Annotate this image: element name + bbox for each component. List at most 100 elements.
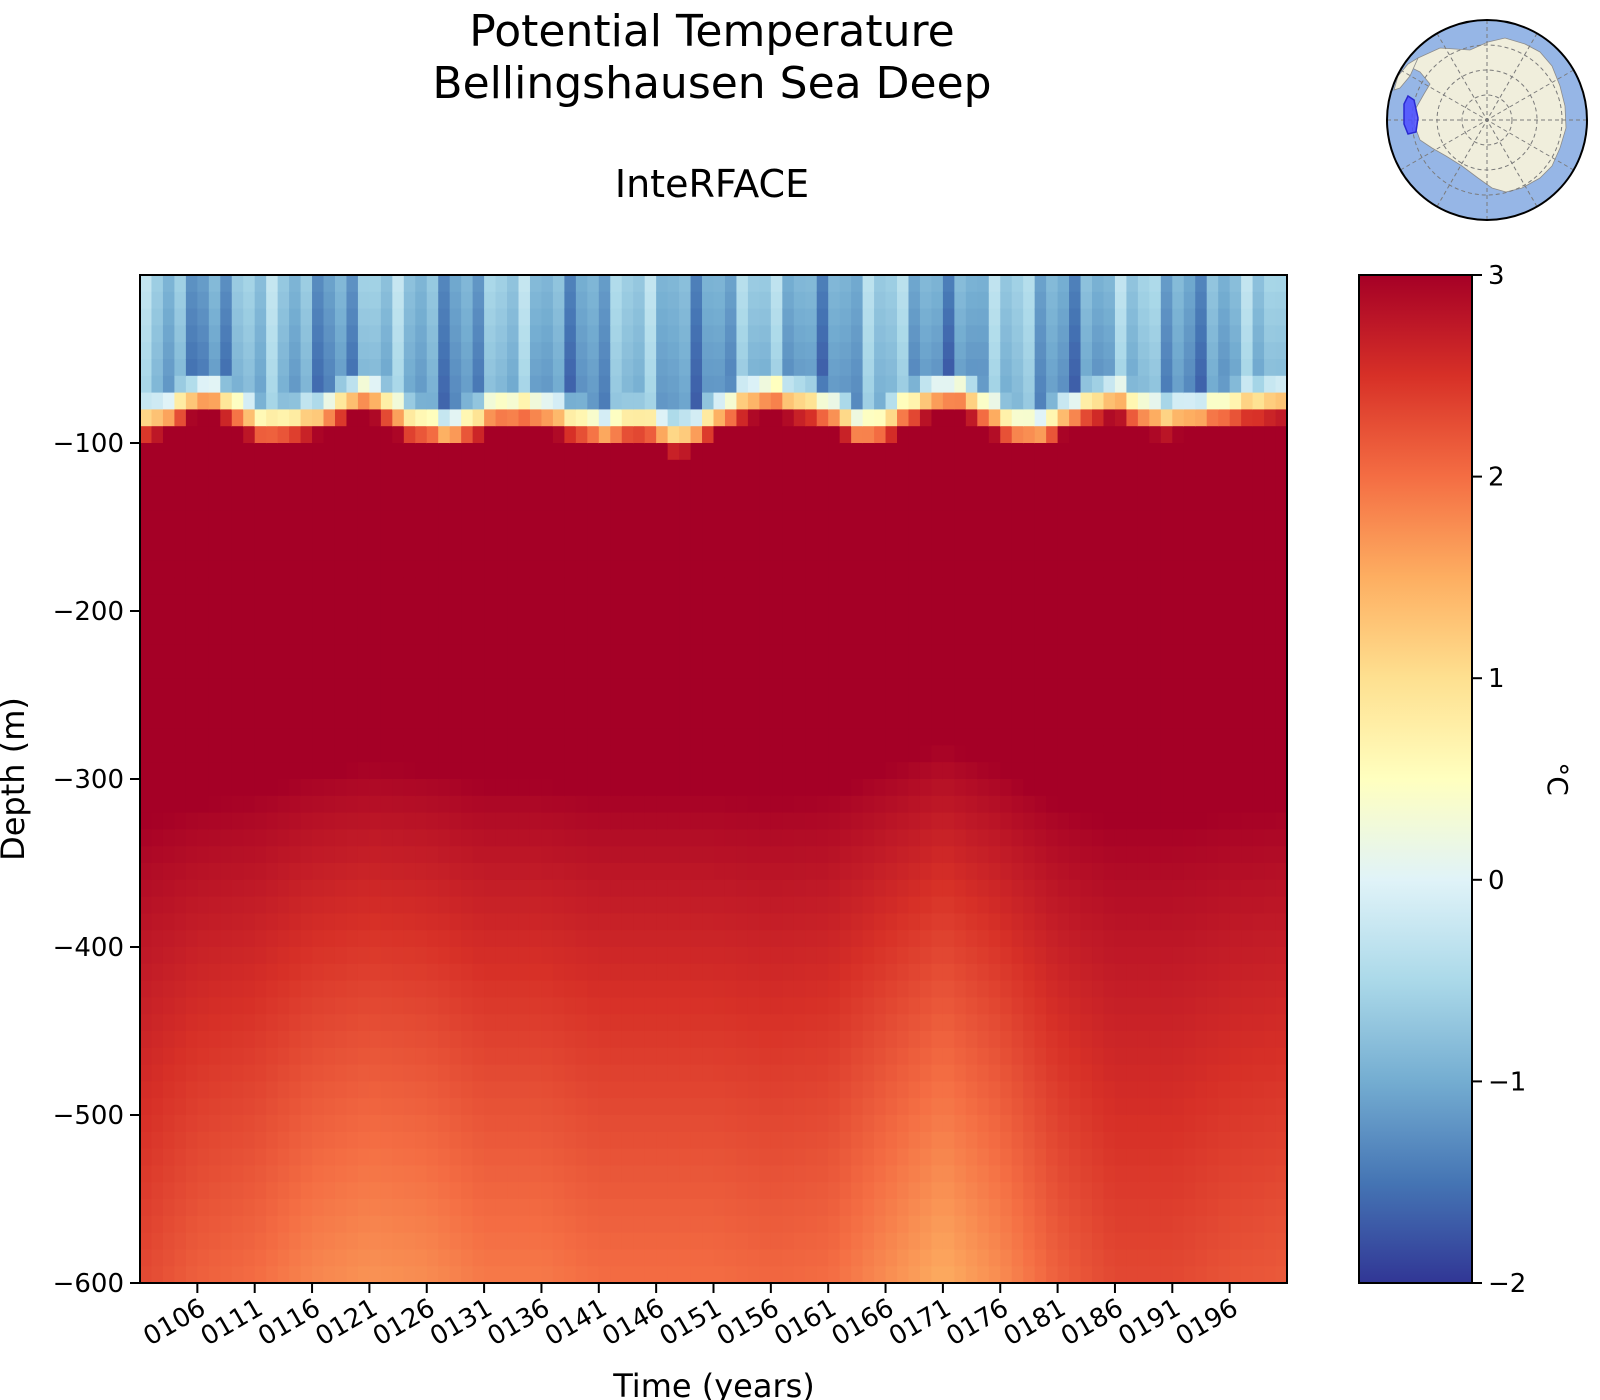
heatmap-cell [277,325,290,343]
heatmap-cell [449,1266,462,1283]
heatmap-cell [380,409,394,427]
heatmap-cell [759,611,772,629]
heatmap-cell [300,1266,313,1283]
heatmap-cell [254,543,267,562]
heatmap-cell [403,275,417,293]
heatmap-cell [954,1199,967,1217]
heatmap-cell [965,1165,979,1183]
heatmap-cell [174,678,187,696]
heatmap-cell [610,1115,623,1133]
heatmap-cell [782,829,795,847]
heatmap-cell [369,459,382,478]
heatmap-cell [1011,594,1024,612]
heatmap-cell [323,913,336,931]
heatmap-cell [885,1098,898,1116]
heatmap-cell [266,627,279,646]
heatmap-cell [885,543,898,562]
heatmap-cell [415,661,428,679]
heatmap-cell [289,846,302,864]
heatmap-cell [564,762,577,780]
heatmap-cell [988,779,1002,797]
heatmap-cell [1034,1148,1047,1167]
heatmap-cell [793,795,807,814]
heatmap-cell [312,342,325,360]
heatmap-cell [885,1165,898,1183]
heatmap-cell [736,1131,749,1150]
heatmap-cell [277,459,290,478]
heatmap-cell [392,1148,405,1167]
heatmap-cell [897,275,910,293]
heatmap-cell [403,1131,417,1150]
heatmap-cell [1069,661,1082,679]
heatmap-cell [449,930,462,948]
heatmap-cell [828,1098,841,1116]
heatmap-cell [392,829,405,847]
heatmap-cell [988,476,1002,495]
heatmap-cell [1034,1215,1047,1234]
heatmap-cell [518,980,531,999]
heatmap-cell [174,275,187,293]
heatmap-cell [621,611,635,629]
heatmap-cell [415,863,428,881]
heatmap-cell [702,409,715,427]
heatmap-cell [931,963,944,982]
heatmap-cell [507,560,520,579]
heatmap-cell [243,879,256,898]
heatmap-cell [1046,308,1059,327]
heatmap-cell [289,779,302,797]
heatmap-cell [874,678,887,696]
heatmap-cell [690,275,703,293]
heatmap-cell [954,879,967,898]
heatmap-cell [1080,527,1093,545]
heatmap-cell [449,1199,462,1217]
heatmap-cell [484,443,497,461]
heatmap-cell [495,963,508,982]
heatmap-cell [162,829,176,847]
heatmap-cell [874,947,887,965]
heatmap-cell [816,980,829,999]
heatmap-cell [805,913,818,931]
heatmap-cell [1080,577,1093,595]
heatmap-cell [862,291,875,310]
heatmap-cell [1057,560,1070,579]
heatmap-cell [552,493,566,511]
heatmap-cell [266,1014,279,1032]
heatmap-cell [862,795,875,814]
heatmap-cell [438,1165,451,1183]
heatmap-cell [908,409,921,427]
heatmap-cell [312,476,325,495]
heatmap-cell [323,1098,336,1116]
heatmap-cell [495,829,508,847]
heatmap-cell [702,308,715,327]
heatmap-cell [369,493,382,511]
heatmap-cell [185,1165,199,1183]
heatmap-cell [575,1266,589,1283]
heatmap-cell [231,1047,245,1066]
heatmap-cell [289,1014,302,1032]
heatmap-cell [621,426,635,444]
heatmap-cell [403,627,417,646]
heatmap-cell [254,879,267,898]
heatmap-cell [507,1182,520,1200]
heatmap-cell [931,1115,944,1133]
heatmap-cell [587,409,600,427]
heatmap-cell [289,1115,302,1133]
heatmap-cell [185,291,199,310]
heatmap-cell [1023,728,1036,747]
heatmap-cell [461,930,474,948]
heatmap-cell [816,930,829,948]
heatmap-cell [816,291,829,310]
heatmap-cell [334,291,348,310]
heatmap-cell [472,812,485,831]
heatmap-cell [220,308,233,327]
heatmap-cell [277,1165,290,1183]
heatmap-cell [541,342,554,360]
heatmap-cell [438,728,451,747]
heatmap-cell [392,375,405,394]
heatmap-cell [323,627,336,646]
heatmap-cell [747,711,761,730]
heatmap-cell [931,913,944,931]
heatmap-cell [862,443,875,461]
heatmap-cell [644,1131,657,1150]
heatmap-cell [965,1215,979,1234]
